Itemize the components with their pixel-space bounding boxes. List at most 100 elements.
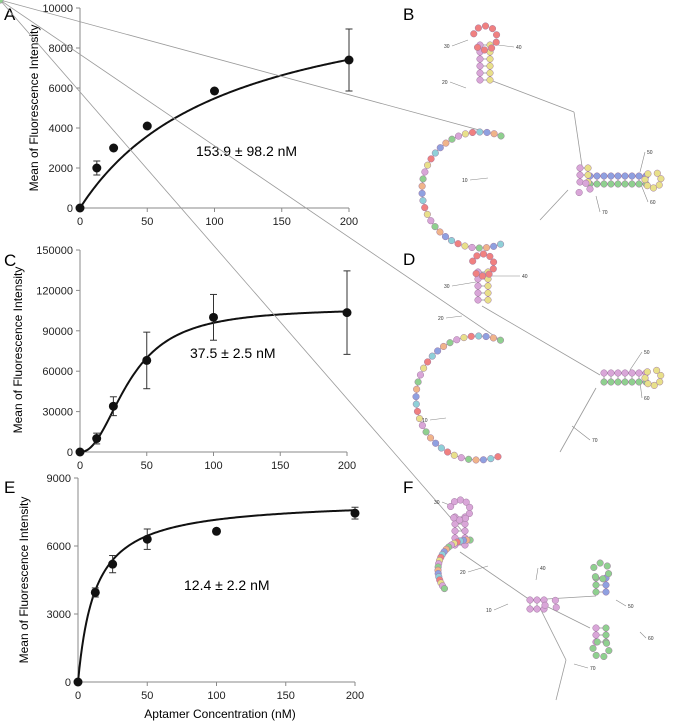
nucleotide [605, 570, 613, 578]
connector-line [555, 659, 567, 701]
nucleotide [420, 364, 428, 372]
chart-panel-a: A 0 2000 4000 6000 8000 10000 0 50 100 150 200 153… [4, 3, 358, 228]
position-label: 70 [590, 666, 596, 672]
nucleotide [614, 172, 622, 180]
chart-panel-e: E 0 3000 6000 9000 0 50 100 150 200 12.4 ± 2.2 n… [4, 473, 364, 702]
nucleotide [0, 0, 4, 4]
nucleotide [453, 336, 461, 344]
position-label-leader [639, 631, 647, 639]
nucleotide [461, 527, 469, 535]
nucleotide [468, 243, 476, 252]
x-tick-label: 100 [205, 216, 223, 228]
x-tick-label: 50 [141, 216, 153, 228]
x-tick-label: 150 [273, 216, 291, 228]
nucleotide [474, 289, 482, 297]
nucleotide [482, 244, 491, 252]
nucleotide [457, 454, 465, 462]
nucleotide [421, 168, 429, 176]
nucleotide [643, 368, 651, 376]
nucleotide [592, 581, 600, 589]
nucleotide [492, 38, 500, 46]
x-axis-label: Aptamer Concentration (nM) [144, 707, 295, 721]
nucleotide [461, 130, 469, 138]
nucleotide [628, 369, 636, 377]
nucleotide [467, 332, 475, 340]
nucleotide [488, 44, 496, 52]
nucleotide [427, 217, 435, 225]
nucleotide [441, 233, 450, 241]
nucleotides [0, 0, 613, 661]
position-label: 40 [516, 45, 522, 51]
nucleotide [476, 76, 484, 84]
position-label: 10 [486, 608, 492, 614]
y-axis-label-e: Mean of Fluorescence Intensity [17, 497, 31, 664]
kd-annotation-a: 153.9 ± 98.2 nM [196, 143, 297, 159]
x-tick-label: 200 [338, 460, 356, 472]
nucleotide [614, 378, 622, 386]
y-tick-label: 30000 [42, 407, 73, 419]
data-point [209, 312, 218, 322]
panel-letter-b: B [403, 5, 414, 24]
nucleotide [461, 242, 469, 250]
backbone-link [0, 0, 471, 541]
nucleotide [426, 434, 435, 442]
nucleotide [614, 180, 622, 188]
position-label-leader [445, 315, 463, 319]
nucleotide [448, 237, 456, 245]
nucleotide [628, 180, 636, 188]
data-point [75, 203, 85, 213]
nucleotide [599, 575, 607, 583]
nucleotide [635, 180, 643, 188]
nucleotide [590, 563, 598, 572]
nucleotide [607, 378, 615, 386]
panel-letter-c: C [4, 251, 16, 270]
position-label: 10 [422, 418, 428, 424]
nucleotide [414, 378, 422, 386]
y-axis-label-a: Mean of Fluorescence Intensity [27, 25, 41, 192]
connector-line [541, 603, 591, 629]
position-label-leader [429, 417, 447, 421]
y-tick-label: 150000 [36, 245, 73, 257]
backbone [0, 0, 647, 461]
connector-line [539, 189, 569, 221]
kd-annotation-e: 12.4 ± 2.2 nM [184, 577, 270, 593]
position-label: 30 [434, 500, 440, 506]
y-tick-label: 10000 [42, 3, 73, 15]
nucleotide [474, 282, 482, 290]
nucleotide [607, 180, 615, 188]
position-label: 50 [644, 350, 650, 356]
position-label: 20 [442, 80, 448, 86]
x-tick-label: 50 [141, 460, 153, 472]
nucleotide [486, 62, 494, 70]
data-point [92, 434, 102, 444]
nucleotide [486, 76, 494, 84]
nucleotide [469, 257, 477, 265]
binding-curve-chart-a: 0 2000 4000 6000 8000 10000 0 50 100 150 200 [42, 3, 358, 228]
binding-curve-chart-e: 0 3000 6000 9000 0 50 100 150 200 [47, 473, 365, 702]
x-tick-label: 0 [75, 690, 81, 702]
nucleotide [653, 169, 661, 177]
backbone [0, 0, 649, 249]
y-tick-label: 9000 [47, 473, 71, 485]
nucleotide [576, 178, 584, 186]
position-label-leader [639, 151, 646, 173]
nucleotide [412, 393, 420, 401]
nucleotide [486, 69, 494, 77]
nucleotide [484, 289, 492, 297]
nucleotide [431, 149, 439, 157]
nucleotide [607, 172, 615, 180]
position-label-leader [451, 39, 469, 47]
nucleotide [596, 559, 604, 567]
nucleotide [614, 369, 622, 377]
nucleotide [490, 258, 498, 266]
nucleotide [621, 378, 629, 386]
nucleotide [450, 514, 458, 522]
nucleotide [602, 624, 610, 632]
rna-structure-b: 30 40 20 50 60 10 70 [0, 0, 665, 252]
nucleotide [603, 639, 611, 647]
nucleotide [602, 631, 610, 639]
nucleotide [593, 638, 601, 646]
position-label-leader [629, 351, 643, 371]
nucleotide [584, 171, 592, 179]
chart-panel-c: C 0 30000 60000 90000 120000 150000 0 50 100 150 2… [4, 245, 356, 472]
